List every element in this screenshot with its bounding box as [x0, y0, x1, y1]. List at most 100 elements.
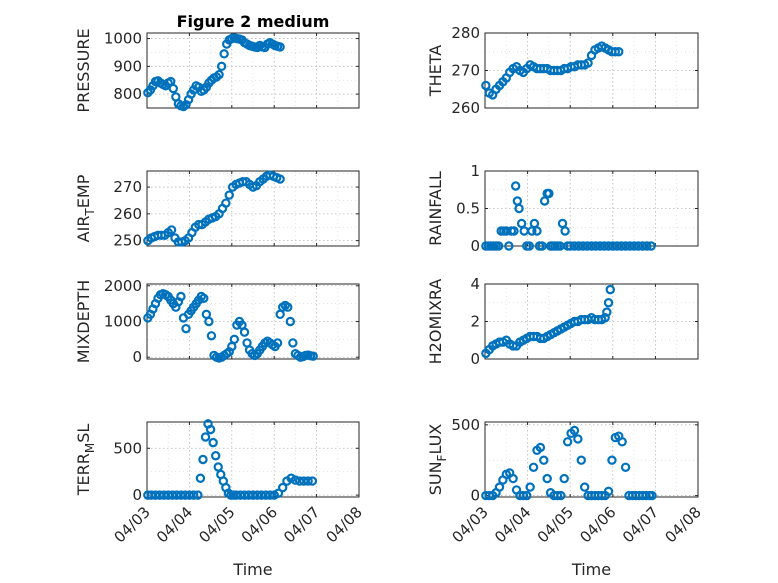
x-tick-label: 04/06	[238, 503, 281, 546]
data-point	[600, 313, 610, 323]
y-tick-label: 280	[451, 24, 480, 42]
data-point	[535, 442, 546, 453]
data-point	[562, 437, 573, 447]
y-axis-label: PRESSURE	[74, 28, 93, 112]
data-point	[272, 338, 283, 348]
data-point	[239, 327, 250, 337]
data-point	[537, 241, 547, 251]
data-point	[231, 490, 241, 500]
chart-title: Figure 2 medium	[177, 12, 330, 31]
y-tick-label: 2	[470, 313, 480, 331]
y-axis-label: THETA	[426, 45, 445, 97]
data-point	[229, 334, 240, 345]
axes-frame	[146, 421, 360, 498]
data-point	[569, 425, 580, 436]
data-point	[529, 218, 540, 229]
data-point	[560, 226, 570, 236]
data-point	[522, 490, 532, 501]
data-point	[213, 462, 223, 472]
data-point	[180, 490, 190, 500]
data-point	[214, 69, 224, 80]
data-point	[159, 490, 169, 500]
data-point	[275, 174, 285, 184]
data-point	[599, 241, 609, 251]
data-point	[290, 475, 301, 485]
y-tick-label: 500	[451, 416, 480, 434]
data-point	[261, 490, 271, 500]
y-tick-label: 270	[451, 62, 480, 80]
data-point	[509, 226, 519, 236]
data-point	[620, 241, 631, 251]
data-point	[539, 455, 549, 465]
data-point	[176, 490, 186, 500]
data-point	[210, 451, 221, 461]
y-tick-label: 900	[113, 57, 142, 75]
data-point	[193, 490, 203, 500]
data-point	[252, 490, 262, 500]
data-point	[565, 241, 575, 251]
data-point	[542, 473, 552, 484]
data-point	[184, 490, 195, 500]
data-point	[200, 432, 211, 442]
data-point	[597, 490, 607, 501]
x-tick-label: 04/03	[449, 503, 492, 546]
y-tick-label: 1000	[104, 30, 142, 48]
data-point	[224, 190, 234, 200]
data-point	[205, 424, 216, 435]
data-point	[285, 316, 296, 327]
data-point	[481, 80, 491, 91]
data-point	[206, 331, 217, 341]
y-tick-label: 800	[113, 85, 142, 103]
data-point	[256, 490, 267, 500]
data-point	[204, 316, 214, 327]
data-point	[195, 473, 206, 483]
x-axis-label: Time	[232, 560, 272, 579]
data-point	[576, 455, 586, 465]
data-point	[569, 241, 580, 251]
data-point	[163, 490, 173, 500]
data-point	[167, 490, 178, 500]
data-point	[617, 437, 627, 447]
data-point	[642, 241, 652, 251]
data-point	[514, 203, 524, 214]
x-tick-label: 04/05	[534, 503, 577, 546]
data-point	[493, 241, 504, 251]
subplot-5: 0 1000 2000 MIXDEPTH	[74, 277, 360, 366]
y-axis-label: RAINFALL	[426, 171, 445, 246]
axes-frame	[146, 170, 360, 247]
data-point	[146, 490, 156, 500]
data-point	[308, 351, 318, 361]
data-point	[307, 476, 318, 486]
data-point	[582, 241, 592, 251]
y-axis-label: TERRMSL	[74, 424, 97, 497]
y-axis-label: H2OMIXRA	[426, 279, 445, 365]
data-point	[544, 188, 554, 199]
data-point	[219, 49, 229, 59]
x-tick-label: 04/08	[323, 503, 366, 546]
data-point	[235, 490, 245, 500]
data-point	[294, 476, 305, 486]
data-point	[603, 486, 614, 497]
data-point	[303, 476, 313, 486]
data-point	[199, 293, 209, 303]
y-tick-label: 250	[113, 232, 142, 250]
data-point	[188, 490, 199, 500]
data-point	[504, 241, 514, 251]
y-tick-label: 0	[470, 237, 480, 255]
y-axis-label: AIRTEMP	[74, 174, 97, 242]
x-tick-label: 04/07	[619, 503, 662, 546]
data-point	[557, 218, 568, 229]
subplot-2: 260 270 280 THETA	[426, 24, 699, 117]
data-point	[168, 83, 178, 94]
y-tick-label: 260	[451, 99, 480, 117]
y-tick-label: 500	[113, 439, 142, 457]
y-tick-label: 2000	[104, 277, 142, 295]
data-point	[239, 490, 250, 500]
data-point	[275, 42, 285, 52]
data-point	[528, 462, 539, 472]
data-point	[610, 47, 621, 57]
x-tick-label: 04/07	[280, 503, 323, 546]
data-point	[519, 226, 529, 236]
